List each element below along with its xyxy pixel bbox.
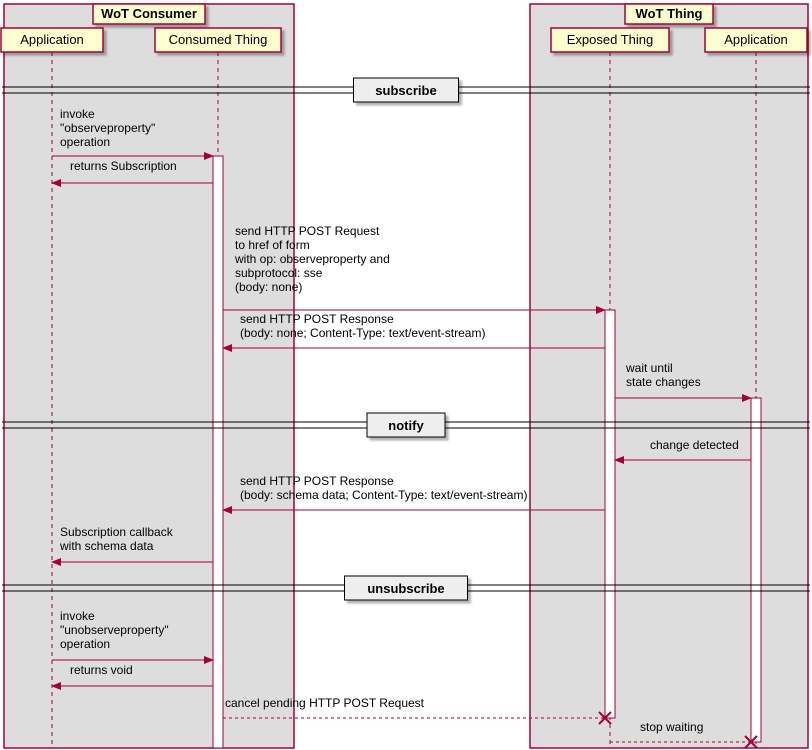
message-text: invoke	[60, 609, 95, 623]
message-text: with schema data	[59, 539, 154, 553]
message-text: "unobserveproperty"	[60, 623, 169, 637]
message-text: returns Subscription	[70, 159, 177, 173]
message-text: send HTTP POST Response	[240, 312, 394, 326]
message-text: change detected	[650, 438, 739, 452]
divider-label: unsubscribe	[367, 581, 444, 596]
message-text: (body: schema data; Content-Type: text/e…	[240, 488, 527, 502]
message-text: operation	[60, 637, 110, 651]
message-text: invoke	[60, 107, 95, 121]
message-text: with op: observeproperty and	[234, 252, 390, 266]
message-text: operation	[60, 135, 110, 149]
message-text: (body: none; Content-Type: text/event-st…	[240, 326, 485, 340]
divider-label: notify	[388, 418, 424, 433]
group-label: WoT Consumer	[101, 6, 197, 21]
group-label: WoT Thing	[636, 6, 703, 21]
actor-label: Exposed Thing	[567, 32, 654, 47]
activation	[605, 310, 615, 718]
message-text: (body: none)	[235, 280, 302, 294]
message-text: send HTTP POST Response	[240, 474, 394, 488]
message-text: subprotocol: sse	[235, 266, 323, 280]
divider-label: subscribe	[375, 83, 436, 98]
message-text: state changes	[626, 375, 701, 389]
activation	[751, 398, 761, 742]
message-text: stop waiting	[640, 720, 703, 734]
message-text: "observeproperty"	[60, 121, 155, 135]
activation	[213, 156, 223, 748]
message-text: to href of form	[235, 238, 310, 252]
actor-label: Consumed Thing	[169, 32, 268, 47]
sequence-diagram: WoT Consumer WoT Thing Application Consumed…	[0, 0, 812, 750]
message-text: wait until	[625, 361, 673, 375]
message-text: Subscription callback	[60, 525, 174, 539]
actor-label: Application	[724, 32, 788, 47]
message-text: send HTTP POST Request	[235, 224, 380, 238]
actor-label: Application	[20, 32, 84, 47]
message-text: cancel pending HTTP POST Request	[225, 696, 425, 710]
message-text: returns void	[70, 663, 133, 677]
